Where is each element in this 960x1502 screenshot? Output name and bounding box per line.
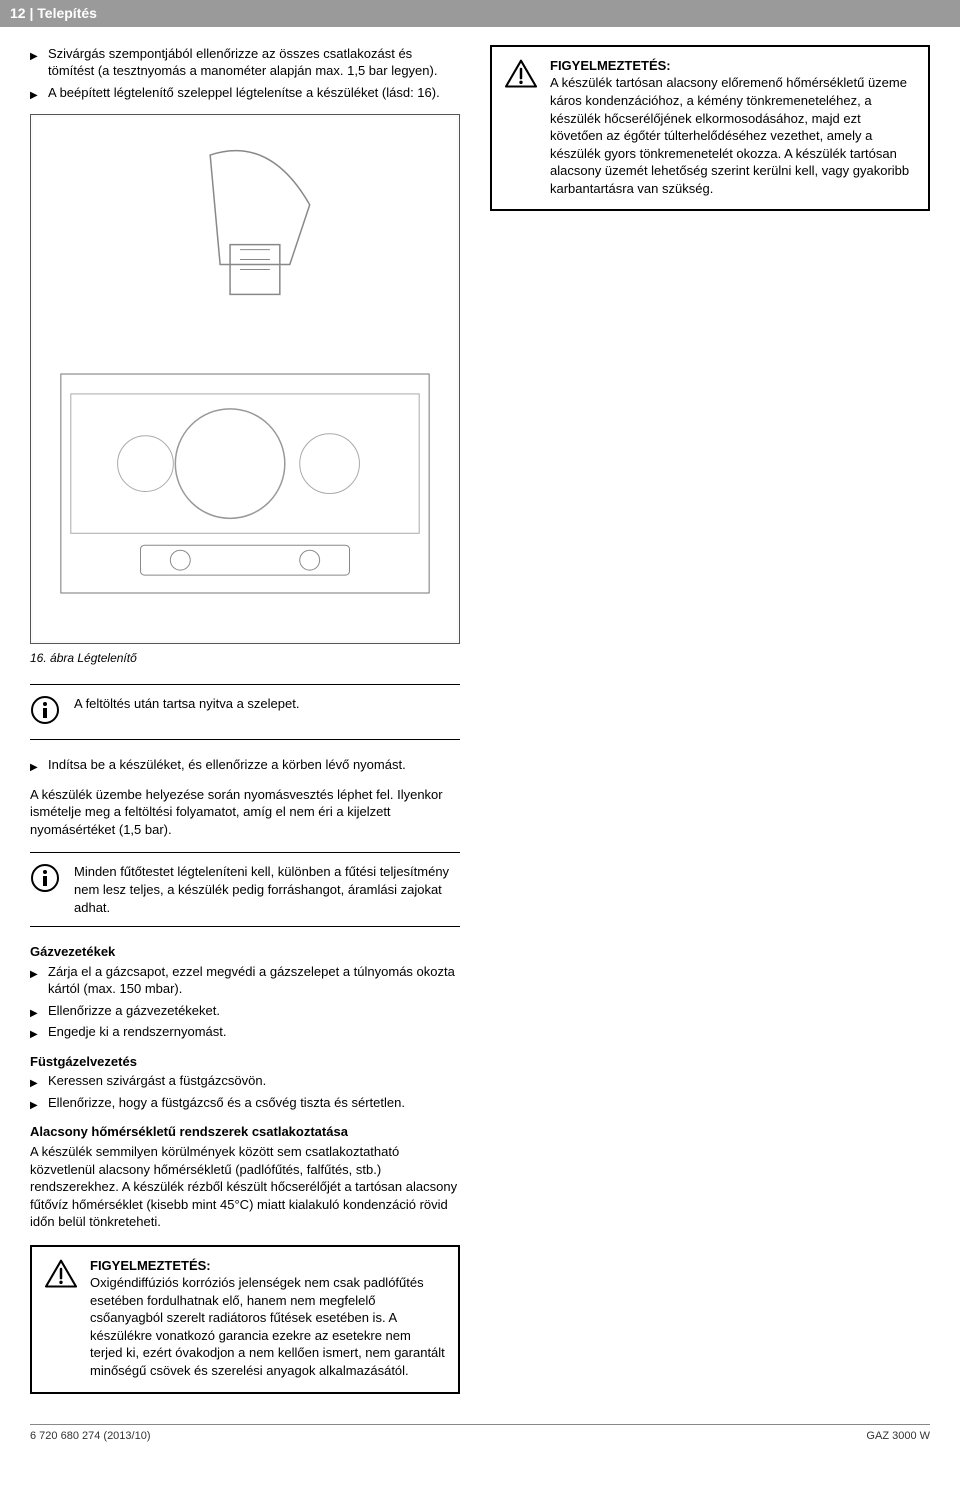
bullet-text: Ellenőrizze, hogy a füstgázcső és a csőv…	[48, 1094, 460, 1112]
page-header: 12 | Telepítés	[0, 0, 960, 27]
bullet-arrow-icon	[30, 756, 48, 774]
bullet-item: Szivárgás szempontjából ellenőrizze az ö…	[30, 45, 460, 80]
bullet-item: Zárja el a gázcsapot, ezzel megvédi a gá…	[30, 963, 460, 998]
page-number: 12	[10, 5, 26, 21]
paragraph: A készülék üzembe helyezése során nyomás…	[30, 786, 460, 839]
bullet-arrow-icon	[30, 1002, 48, 1020]
bullet-item: Engedje ki a rendszernyomást.	[30, 1023, 460, 1041]
footer-right: GAZ 3000 W	[866, 1429, 930, 1444]
bullet-text: Ellenőrizze a gázvezetékeket.	[48, 1002, 460, 1020]
low-paragraph: A készülék semmilyen körülmények között …	[30, 1143, 460, 1231]
gas-bullets: Zárja el a gázcsapot, ezzel megvédi a gá…	[30, 963, 460, 1041]
warning-content: FIGYELMEZTETÉS: Oxigéndiffúziós korrózió…	[90, 1257, 446, 1380]
bullet-text: A beépített légtelenítő szeleppel légtel…	[48, 84, 460, 102]
figure-image: 6720607974-08.1JS	[30, 114, 460, 644]
section-title-fust: Füstgázelvezetés	[30, 1053, 460, 1071]
bullet-text: Szivárgás szempontjából ellenőrizze az ö…	[48, 45, 460, 80]
bullet-arrow-icon	[30, 1094, 48, 1112]
bullet-text: Indítsa be a készüléket, és ellenőrizze …	[48, 756, 460, 774]
bullet-item: Ellenőrizze a gázvezetékeket.	[30, 1002, 460, 1020]
intro-bullets: Szivárgás szempontjából ellenőrizze az ö…	[30, 45, 460, 102]
bullet-arrow-icon	[30, 84, 48, 102]
section-title-low: Alacsony hőmérsékletű rendszerek csatlak…	[30, 1123, 460, 1141]
warning-content: FIGYELMEZTETÉS: A készülék tartósan alac…	[550, 57, 916, 197]
footer-left: 6 720 680 274 (2013/10)	[30, 1429, 151, 1444]
bullet-arrow-icon	[30, 963, 48, 998]
warning-box-top: FIGYELMEZTETÉS: A készülék tartósan alac…	[490, 45, 930, 211]
warning-icon	[44, 1259, 78, 1294]
info-box-2: Minden fűtőtestet légteleníteni kell, kü…	[30, 852, 460, 927]
header-title: Telepítés	[37, 5, 97, 21]
bullet-text: Zárja el a gázcsapot, ezzel megvédi a gá…	[48, 963, 460, 998]
warning-label: FIGYELMEZTETÉS:	[550, 57, 916, 75]
info-icon	[30, 863, 60, 898]
boiler-illustration	[31, 115, 459, 643]
bullet-arrow-icon	[30, 1023, 48, 1041]
bullet-item: Keressen szivárgást a füstgázcsövön.	[30, 1072, 460, 1090]
bullet-item: Ellenőrizze, hogy a füstgázcső és a csőv…	[30, 1094, 460, 1112]
warning-text: Oxigéndiffúziós korróziós jelenségek nem…	[90, 1275, 445, 1378]
bullet-text: Engedje ki a rendszernyomást.	[48, 1023, 460, 1041]
fust-bullets: Keressen szivárgást a füstgázcsövön. Ell…	[30, 1072, 460, 1111]
info-text: Minden fűtőtestet légteleníteni kell, kü…	[74, 863, 460, 916]
warning-icon	[504, 59, 538, 94]
bullet-item: Indítsa be a készüléket, és ellenőrizze …	[30, 756, 460, 774]
info-box-1: A feltöltés után tartsa nyitva a szelepe…	[30, 684, 460, 741]
section-title-gas: Gázvezetékek	[30, 943, 460, 961]
figure-caption: 16. ábra Légtelenítő	[30, 650, 460, 666]
warning-box-bottom: FIGYELMEZTETÉS: Oxigéndiffúziós korrózió…	[30, 1245, 460, 1394]
bullet-text: Keressen szivárgást a füstgázcsövön.	[48, 1072, 460, 1090]
info-icon	[30, 695, 60, 730]
page-footer: 6 720 680 274 (2013/10) GAZ 3000 W	[30, 1424, 930, 1444]
mid-bullets: Indítsa be a készüléket, és ellenőrizze …	[30, 756, 460, 774]
bullet-arrow-icon	[30, 45, 48, 80]
warning-label: FIGYELMEZTETÉS:	[90, 1257, 446, 1275]
bullet-item: A beépített légtelenítő szeleppel légtel…	[30, 84, 460, 102]
bullet-arrow-icon	[30, 1072, 48, 1090]
warning-text: A készülék tartósan alacsony előremenő h…	[550, 75, 909, 195]
info-text: A feltöltés után tartsa nyitva a szelepe…	[74, 695, 299, 713]
